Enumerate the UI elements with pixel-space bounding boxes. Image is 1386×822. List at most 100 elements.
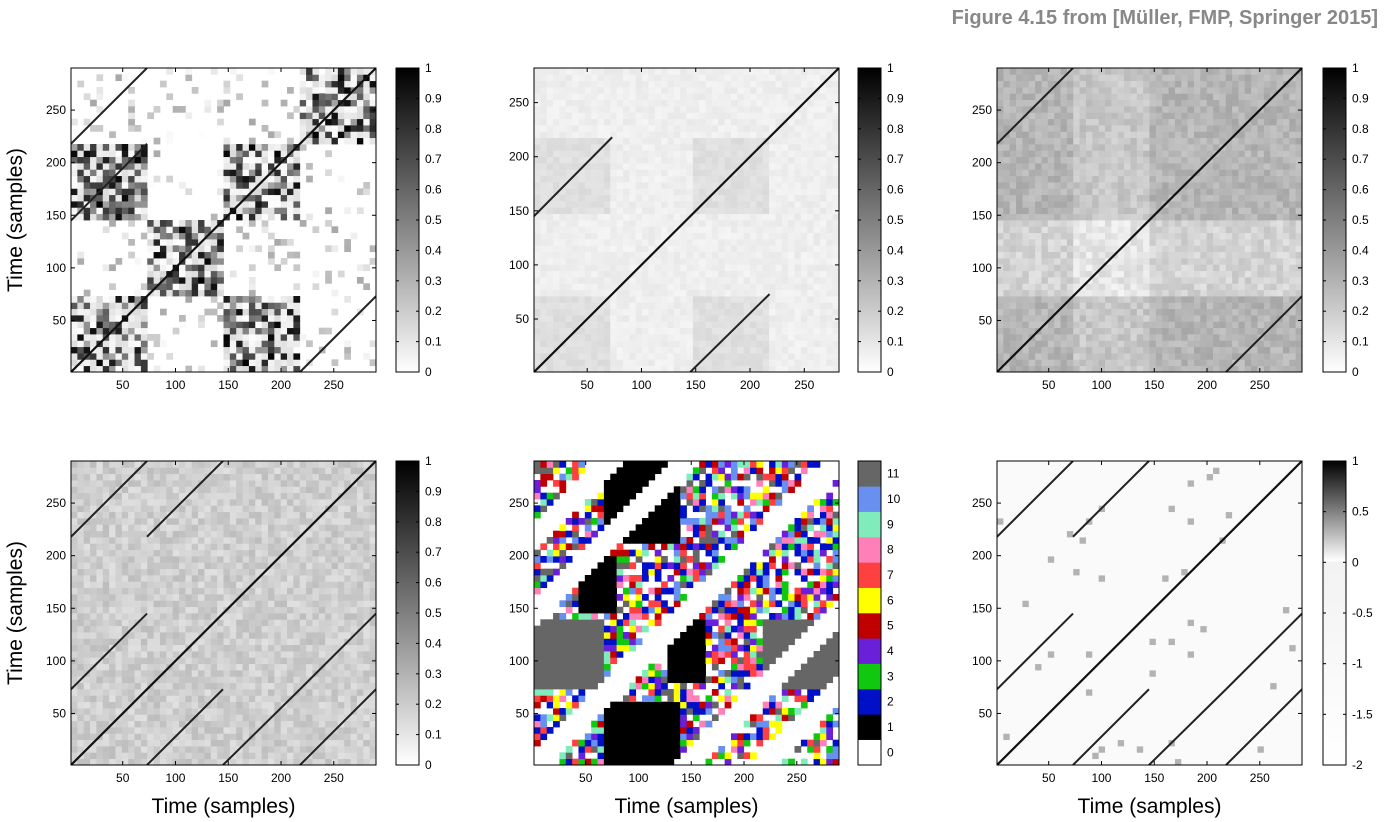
repetition-path <box>71 68 148 145</box>
heatmap-cell <box>705 125 713 132</box>
heatmap-cell <box>1066 106 1074 113</box>
heatmap-cell <box>1136 169 1144 177</box>
heatmap-cell <box>540 353 548 360</box>
heatmap-cell <box>299 112 307 120</box>
heatmap-cell <box>705 188 713 196</box>
heatmap-cell <box>635 156 643 164</box>
heatmap-cell <box>718 334 726 341</box>
heatmap-cell <box>1092 93 1100 101</box>
heatmap-cell <box>109 150 116 158</box>
heatmap-cell <box>1105 220 1112 227</box>
heatmap-cell <box>71 346 78 354</box>
heatmap-cell <box>293 150 301 158</box>
heatmap-cell <box>756 137 764 145</box>
heatmap-cell <box>616 150 624 158</box>
heatmap-cell <box>1022 353 1030 360</box>
heatmap-cell <box>610 150 617 158</box>
heatmap-cell <box>540 131 548 139</box>
heatmap-cell <box>616 289 624 297</box>
heatmap-cell <box>807 131 814 139</box>
heatmap-cell <box>1130 226 1138 234</box>
heatmap-cell <box>255 365 263 372</box>
heatmap-cell <box>781 131 789 139</box>
heatmap-cell <box>794 359 802 367</box>
heatmap-cell <box>1028 289 1036 297</box>
heatmap-cell <box>680 137 687 145</box>
heatmap-cell <box>769 169 776 177</box>
heatmap-cell <box>1016 239 1023 246</box>
heatmap-cell <box>686 131 694 139</box>
heatmap-cell <box>800 315 808 322</box>
heatmap-cell <box>166 245 174 253</box>
heatmap-cell <box>743 175 751 183</box>
heatmap-cell <box>217 289 224 297</box>
heatmap-cell <box>775 258 783 265</box>
heatmap-cell <box>1028 315 1036 322</box>
heatmap-cell <box>293 296 301 303</box>
heatmap-cell <box>134 308 142 316</box>
heatmap-cell <box>540 232 548 240</box>
heatmap-cell <box>597 346 605 354</box>
heatmap-cell <box>1117 125 1125 132</box>
heatmap-cell <box>83 118 91 126</box>
heatmap-cell <box>826 207 834 215</box>
heatmap-cell <box>680 340 687 348</box>
heatmap-cell <box>229 321 237 329</box>
heatmap-cell <box>1003 175 1011 183</box>
heatmap-cell <box>102 188 110 196</box>
heatmap-cell <box>1028 226 1036 234</box>
heatmap-cell <box>1047 68 1055 75</box>
heatmap-cell <box>1003 346 1011 354</box>
heatmap-cell <box>711 74 719 82</box>
heatmap-cell <box>280 327 288 335</box>
heatmap-cell <box>762 169 770 177</box>
heatmap-cell <box>1149 283 1157 291</box>
heatmap-cell <box>781 207 789 215</box>
heatmap-cell <box>724 169 732 177</box>
heatmap-cell <box>724 201 732 208</box>
heatmap-cell <box>572 106 579 113</box>
heatmap-cell <box>306 163 313 170</box>
heatmap-cell <box>692 213 700 221</box>
heatmap-cell <box>1111 93 1119 101</box>
heatmap-cell <box>718 87 726 94</box>
heatmap-cell <box>572 239 579 246</box>
heatmap-cell <box>572 283 579 291</box>
heatmap-cell <box>648 289 656 297</box>
heatmap-cell <box>813 365 821 372</box>
heatmap-cell <box>756 112 764 120</box>
heatmap-cell <box>1035 270 1042 278</box>
heatmap-cell <box>1130 277 1138 284</box>
heatmap-cell <box>673 80 681 88</box>
heatmap-cell <box>172 277 180 284</box>
heatmap-cell <box>1092 232 1100 240</box>
heatmap-cell <box>1079 277 1087 284</box>
heatmap-cell <box>718 365 726 372</box>
heatmap-cell <box>769 144 776 151</box>
heatmap-cell <box>1117 112 1125 120</box>
heatmap-cell <box>686 340 694 348</box>
heatmap-cell <box>781 68 789 75</box>
heatmap-cell <box>1085 302 1093 310</box>
heatmap-cell <box>819 321 827 329</box>
heatmap-cell <box>90 175 97 183</box>
heatmap-cell <box>83 182 91 189</box>
heatmap-cell <box>1085 296 1093 303</box>
heatmap-cell <box>337 106 345 113</box>
heatmap-cell <box>572 334 579 341</box>
heatmap-cell <box>1193 353 1201 360</box>
heatmap-cell <box>140 163 148 170</box>
heatmap-cell <box>794 188 802 196</box>
heatmap-cell <box>1149 175 1157 183</box>
heatmap-cell <box>140 201 148 208</box>
heatmap-cell <box>807 188 814 196</box>
heatmap-cell <box>686 118 694 126</box>
heatmap-cell <box>565 99 573 107</box>
heatmap-cell <box>1136 245 1144 253</box>
heatmap-cell <box>680 175 687 183</box>
heatmap-cell <box>737 308 745 316</box>
heatmap-cell <box>1143 156 1150 164</box>
heatmap-cell <box>1168 334 1176 341</box>
heatmap-cell <box>1054 346 1061 354</box>
heatmap-cell <box>750 207 757 215</box>
